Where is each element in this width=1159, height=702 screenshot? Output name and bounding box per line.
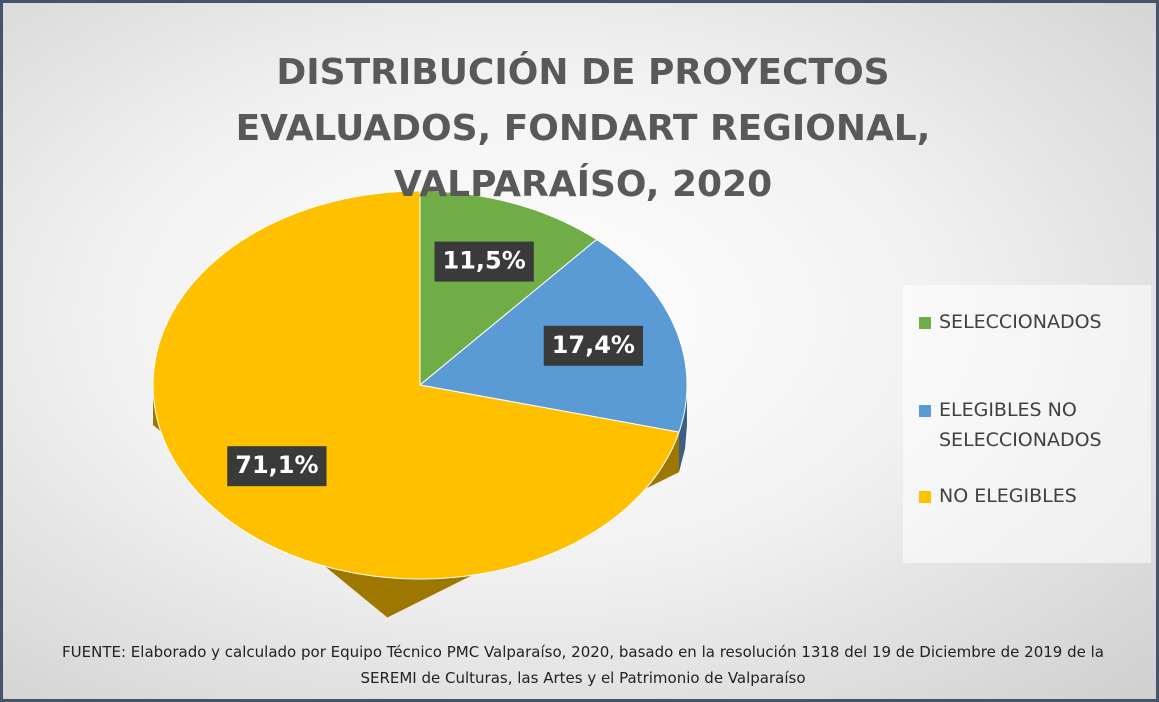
value-label-box bbox=[543, 325, 643, 366]
legend-label: SELECCIONADOS bbox=[939, 311, 1102, 333]
legend-label: ELEGIBLES NO SELECCIONADOS bbox=[939, 399, 1102, 451]
pie: 11,5% 17,4% 71,1% bbox=[152, 190, 688, 618]
legend-item: SELECCIONADOS bbox=[919, 307, 1156, 337]
legend-swatch bbox=[919, 405, 931, 417]
legend: SELECCIONADOS ELEGIBLES NO SELECCIONADOS N… bbox=[903, 285, 1151, 563]
value-label: 17,4% bbox=[552, 331, 635, 359]
source-note: FUENTE: Elaborado y calculado por Equipo… bbox=[62, 643, 1104, 687]
value-label-group: 17,4% bbox=[543, 325, 643, 366]
value-label-box bbox=[227, 446, 327, 487]
legend-item: NO ELEGIBLES bbox=[919, 481, 1156, 511]
value-label: 71,1% bbox=[235, 451, 318, 479]
legend-label: NO ELEGIBLES bbox=[939, 485, 1077, 507]
legend-item: ELEGIBLES NO SELECCIONADOS bbox=[919, 395, 1156, 455]
value-label-box bbox=[434, 241, 534, 282]
value-label-group: 71,1% bbox=[227, 446, 327, 487]
pie-side bbox=[679, 385, 687, 473]
pie-slice bbox=[419, 190, 598, 387]
chart-title: DISTRIBUCIÓN DE PROYECTOS EVALUADOS, FON… bbox=[235, 52, 931, 205]
value-label-group: 11,5% bbox=[434, 241, 534, 282]
legend-swatch bbox=[919, 491, 931, 503]
legend-swatch bbox=[919, 317, 931, 329]
value-label: 11,5% bbox=[443, 247, 526, 275]
